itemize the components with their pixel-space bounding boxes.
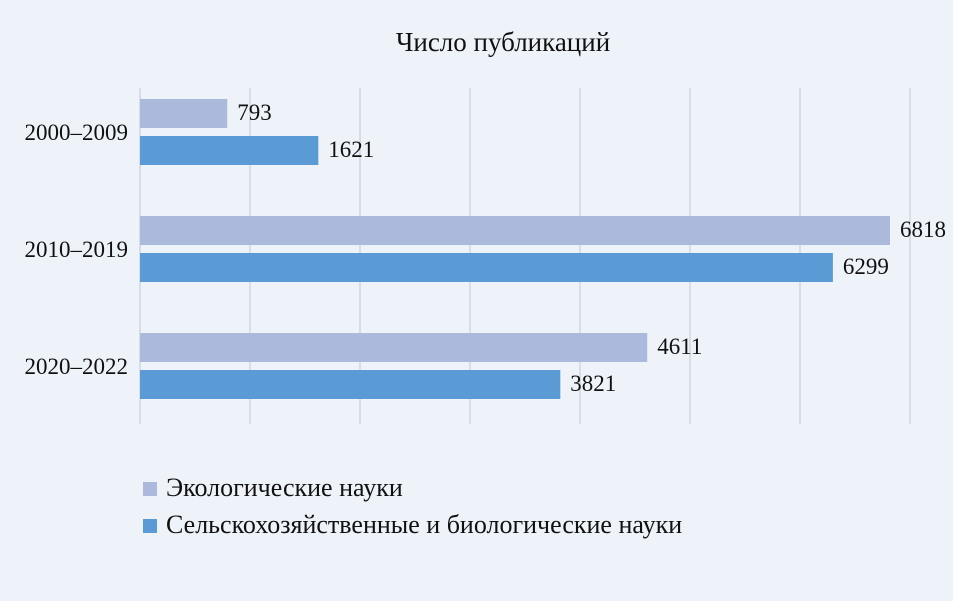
data-label: 4611	[657, 334, 702, 359]
bar-agri-bio-2	[140, 253, 833, 282]
legend-label: Экологические науки	[166, 473, 403, 502]
chart-title: Число публикаций	[396, 27, 610, 57]
bars: 793 1621 6818 6299 4611 3821	[140, 99, 946, 399]
bar-ecology-3	[140, 333, 648, 362]
category-label: 2010–2019	[25, 237, 129, 262]
data-label: 6818	[900, 217, 946, 242]
bar-ecology-1	[140, 99, 228, 128]
category-label: 2000–2009	[25, 120, 129, 145]
bar-agri-bio-1	[140, 136, 319, 165]
category-labels: 2000–2009 2010–2019 2020–2022	[25, 120, 129, 379]
bar-agri-bio-3	[140, 370, 561, 399]
category-label: 2020–2022	[25, 354, 129, 379]
legend-swatch	[143, 482, 157, 496]
data-label: 3821	[570, 371, 616, 396]
legend: Экологические науки Сельскохозяйственные …	[143, 473, 682, 539]
data-label: 1621	[328, 137, 374, 162]
legend-swatch	[143, 519, 157, 533]
bar-ecology-2	[140, 216, 890, 245]
data-label: 6299	[843, 254, 889, 279]
data-label: 793	[237, 100, 271, 125]
legend-label: Сельскохозяйственные и биологические нау…	[166, 510, 682, 539]
